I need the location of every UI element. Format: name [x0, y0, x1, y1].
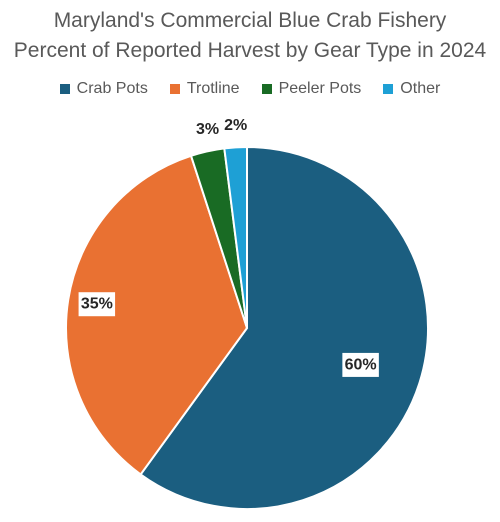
data-label-other: 2% — [224, 117, 247, 134]
legend-item-crab-pots: Crab Pots — [59, 80, 148, 98]
legend-swatch-other — [383, 84, 394, 94]
data-label-box-trotline — [78, 292, 116, 317]
legend-label-crab-pots: Crab Pots — [76, 80, 148, 97]
pie-slice-other — [223, 145, 248, 329]
data-label-text-trotline: 35% — [81, 296, 113, 313]
chart-title-line-1: Maryland's Commercial Blue Crab Fishery — [53, 9, 447, 32]
data-label-trotline: 35% — [78, 292, 116, 317]
legend-swatch-crab-pots — [59, 84, 70, 94]
legend-swatch-trotline — [169, 84, 180, 94]
legend-swatch-peeler-pots — [261, 84, 272, 94]
legend-item-trotline: Trotline — [169, 80, 240, 98]
legend-item-peeler-pots: Peeler Pots — [261, 80, 362, 98]
legend-label-trotline: Trotline — [186, 80, 240, 97]
legend-label-other: Other — [400, 80, 441, 97]
data-label-crab-pots: 60% — [342, 352, 379, 377]
data-label-text-other: 2% — [224, 117, 247, 134]
legend-label-peeler-pots: Peeler Pots — [278, 80, 362, 97]
chart-title-line-2: Percent of Reported Harvest by Gear Type… — [13, 39, 487, 62]
pie-slice-trotline — [65, 154, 249, 476]
data-label-peeler-pots: 3% — [196, 121, 219, 138]
legend-item-other: Other — [383, 80, 440, 98]
legend: Crab Pots Trotline Peeler Pots Other — [0, 80, 500, 98]
data-label-text-peeler-pots: 3% — [196, 121, 219, 138]
data-label-box-crab-pots — [342, 352, 379, 377]
pie-slice-crab-pots — [139, 145, 429, 510]
data-label-text-crab-pots: 60% — [345, 356, 377, 373]
